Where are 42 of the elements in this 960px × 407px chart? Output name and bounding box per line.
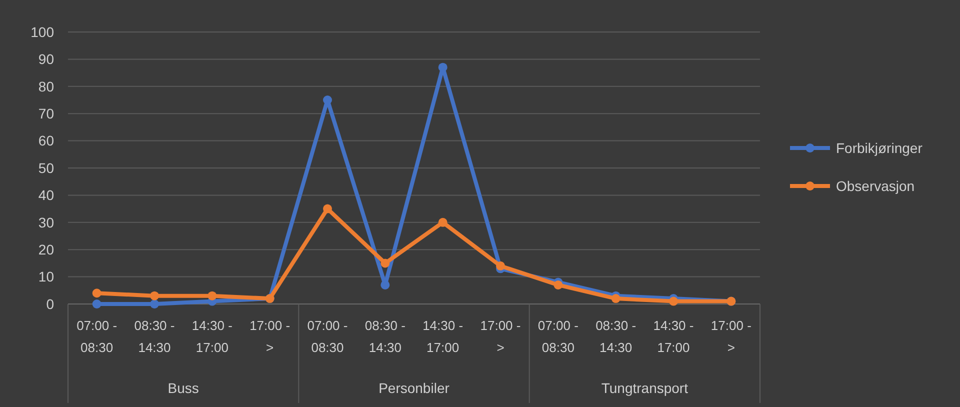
x-tick-label: 14:30 - 17:00: [192, 318, 232, 355]
point: [150, 291, 159, 300]
x-tick-label: 14:30 - 17:00: [422, 318, 464, 355]
x-tick-label: 17:00 - >: [250, 318, 290, 355]
point: [669, 296, 678, 306]
text: Personbiler: [378, 380, 450, 396]
y-tick-label: 20: [38, 242, 54, 258]
text: Buss: [168, 380, 199, 396]
y-tick-label: 40: [38, 187, 54, 204]
y-tick-label: 60: [38, 132, 54, 149]
x-tick-label: 07:00 - 08:30: [307, 318, 348, 355]
x-tick-label: 08:30 - 14:30: [364, 318, 406, 355]
point: [496, 261, 505, 270]
y-tick-label: 30: [38, 214, 54, 230]
y-tick-label: 0: [46, 296, 54, 312]
point: [323, 204, 332, 214]
point: [380, 258, 390, 268]
x-tick-label: 07:00 - 08:30: [76, 318, 118, 355]
point: [208, 291, 217, 300]
point: [150, 300, 159, 308]
y-tick-label: 70: [38, 106, 54, 122]
point: [554, 280, 563, 290]
legend-label: Observasjon: [836, 178, 915, 194]
y-tick-label: 80: [38, 78, 54, 94]
y-tick-label: 90: [38, 51, 54, 68]
point: [323, 96, 332, 104]
text: Tungtransport: [601, 380, 688, 396]
x-tick-label: 08:30 - 14:30: [134, 318, 175, 355]
point: [438, 62, 448, 72]
point: [92, 300, 102, 308]
y-tick-label: 10: [38, 268, 54, 285]
point: [611, 294, 620, 304]
x-tick-label: 08:30 - 14:30: [596, 318, 636, 355]
point: [438, 218, 448, 227]
x-tick-label: 07:00 - 08:30: [538, 318, 578, 355]
legend-label: Forbikjøringer: [836, 140, 923, 156]
x-tick-label: 17:00 - >: [710, 318, 752, 355]
y-tick-label: 100: [30, 24, 54, 40]
y-tick-label: 50: [38, 160, 54, 176]
point: [92, 288, 102, 298]
x-tick-label: 17:00 - >: [480, 318, 521, 355]
x-tick-label: 14:30 - 17:00: [653, 318, 694, 355]
